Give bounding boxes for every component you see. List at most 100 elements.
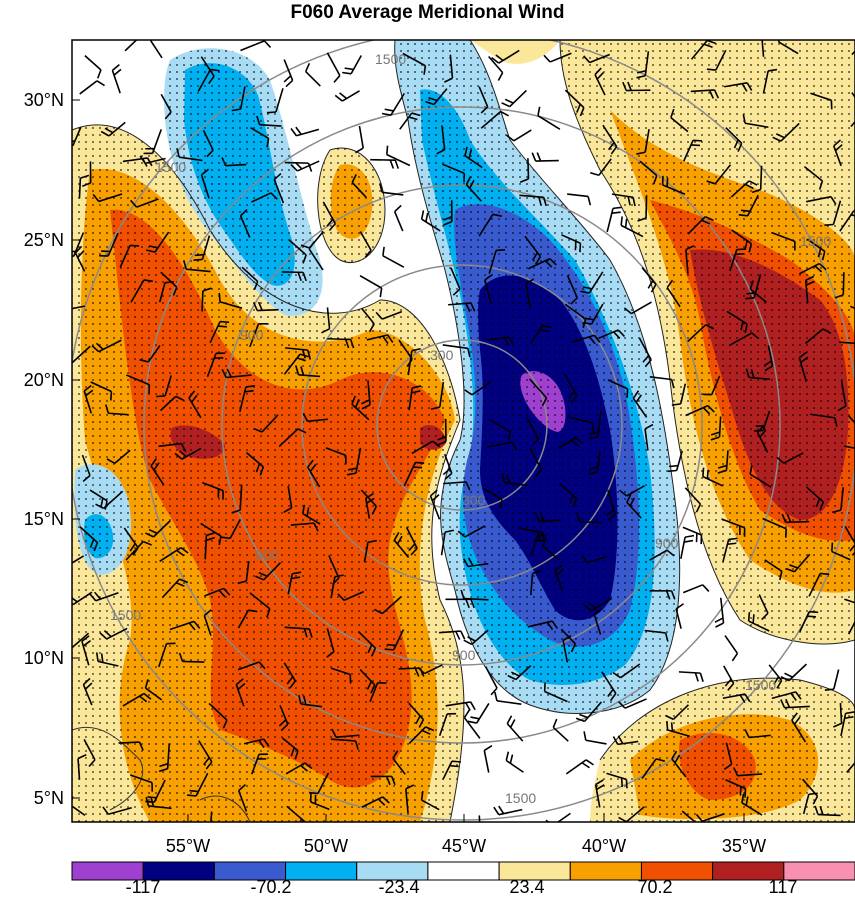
wind-barb-flag: [387, 334, 394, 343]
wind-barb: [326, 307, 331, 329]
wind-barb-flag: [834, 294, 844, 299]
wind-barb-flag: [612, 206, 623, 210]
wind-barb-flag: [425, 726, 435, 732]
wind-barb-flag: [371, 505, 378, 515]
wind-barb-flag: [546, 621, 554, 631]
wind-barb: [749, 473, 772, 488]
wind-barb-flag: [465, 599, 470, 609]
wind-barb-flag: [417, 666, 426, 675]
wind-barb: [758, 594, 769, 614]
wind-barb: [844, 445, 855, 450]
wind-barb: [806, 195, 832, 203]
wind-barb-flag: [500, 110, 509, 117]
longitude-label: 40°W: [582, 836, 626, 856]
wind-barb-flag: [462, 558, 469, 567]
wind-barb-flag: [495, 54, 504, 62]
wind-barb: [245, 451, 264, 468]
wind-barb-flag: [266, 608, 271, 618]
wind-barb-flag: [82, 677, 91, 686]
wind-barb-flag: [710, 436, 720, 441]
wind-barb: [579, 521, 602, 524]
wind-barb-flag: [307, 162, 313, 172]
wind-barb-flag: [463, 639, 473, 646]
wind-barb-flag: [793, 716, 801, 725]
range-rings: [72, 40, 855, 821]
wind-barb: [465, 184, 482, 202]
wind-barb-flag: [532, 570, 542, 575]
wind-barb: [421, 799, 440, 811]
wind-barb-flag: [413, 466, 423, 469]
wind-barb-flag: [82, 640, 91, 647]
wind-barb-flag: [326, 218, 334, 227]
wind-barb: [544, 690, 568, 703]
wind-barb-flag: [636, 74, 646, 79]
wind-barb: [363, 542, 369, 563]
wind-barb: [225, 163, 247, 167]
wind-barb: [261, 414, 279, 433]
wind-barb-flag: [222, 719, 228, 729]
wind-barb: [799, 262, 820, 275]
wind-barb-flag: [217, 325, 227, 328]
wind-barb: [408, 726, 427, 745]
wind-barb: [123, 527, 139, 549]
wind-barb-flag: [819, 501, 825, 511]
wind-barb-flag: [595, 779, 604, 786]
wind-barb-flag: [701, 219, 711, 225]
wind-barb-flag: [373, 608, 383, 615]
wind-barb: [152, 520, 171, 538]
wind-barb-flag: [420, 210, 425, 220]
wind-barb-flag: [467, 720, 477, 724]
wind-barb-flag: [188, 390, 196, 399]
wind-barb-flag: [617, 735, 624, 745]
wind-barb-flag: [737, 143, 743, 152]
wind-barb-flag: [143, 692, 152, 700]
wind-barb: [606, 208, 614, 233]
wind-barb-flag: [465, 303, 471, 312]
wind-barb: [249, 592, 271, 610]
wind-barb: [327, 337, 351, 341]
wind-barb: [480, 110, 502, 129]
wind-barb-flag: [464, 146, 468, 156]
wind-barb: [482, 487, 503, 501]
wind-barb-flag: [347, 467, 358, 471]
wind-barb: [160, 93, 172, 113]
wind-barb-flag: [231, 108, 241, 112]
wind-barb: [250, 126, 269, 140]
wind-barb-flag: [506, 474, 510, 484]
wind-barb-flag: [308, 791, 319, 795]
wind-barb-flag: [745, 796, 749, 806]
wind-barb-flag: [744, 729, 750, 738]
wind-barb: [675, 608, 682, 629]
wind-barb-flag: [693, 139, 703, 142]
wind-barb-flag: [81, 635, 90, 642]
wind-barb: [476, 702, 490, 724]
ring-label: 1500: [110, 607, 141, 623]
wind-barb: [335, 734, 360, 738]
wind-barb: [382, 255, 405, 268]
wind-barb: [662, 184, 686, 196]
wind-barb: [381, 595, 402, 615]
wind-barb-flag: [501, 102, 511, 108]
wind-barb: [498, 808, 523, 816]
wind-barb-flag: [833, 139, 842, 147]
wind-barb: [145, 687, 163, 701]
wind-barb-flag: [283, 75, 292, 83]
wind-barb-flag: [733, 767, 739, 777]
wind-barb: [186, 268, 211, 273]
wind-barb-flag: [790, 692, 797, 701]
wind-barb-flag: [845, 711, 855, 715]
wind-barb-flag: [670, 722, 674, 732]
wind-barb-flag: [443, 220, 453, 226]
wind-barb: [594, 784, 601, 808]
wind-barb-flag: [786, 513, 792, 523]
wind-barb-flag: [299, 818, 303, 822]
wind-barb-flag: [818, 262, 827, 271]
wind-barb: [136, 198, 159, 208]
wind-barb-flag: [706, 68, 716, 71]
wind-barb-flag: [301, 504, 306, 514]
wind-barb-flag: [290, 747, 295, 757]
wind-barb: [464, 155, 483, 169]
wind-barb-flag: [153, 462, 160, 471]
wind-barb-flag: [844, 716, 854, 720]
wind-barb-flag: [259, 466, 265, 476]
